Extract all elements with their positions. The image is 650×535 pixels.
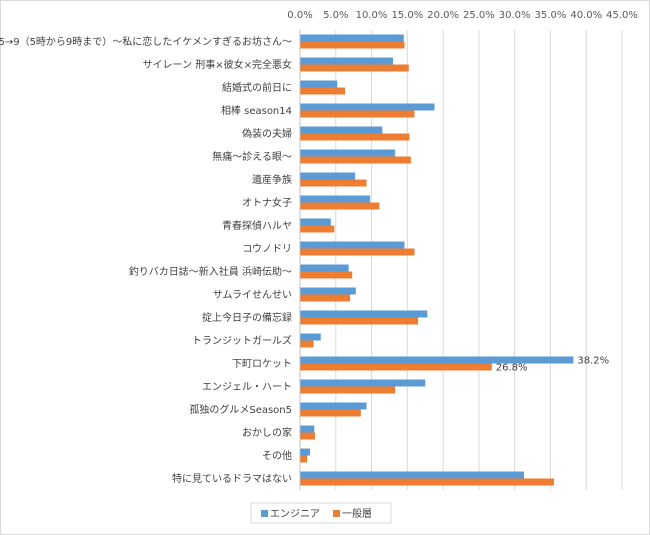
category-label: オトナ女子 [242,196,292,209]
bar-general [300,133,410,141]
bar-engineer [300,287,356,295]
bar-engineer [300,402,367,410]
category-label: 結婚式の前日に [222,81,292,94]
data-labels: 38.2% 26.8% [496,356,609,374]
category-label: 孤独のグルメSeason5 [189,403,292,416]
bar-general [300,156,411,164]
x-tick-label: 35.0% [535,10,567,21]
x-tick-label: 20.0% [427,10,459,21]
bar-general [300,432,316,440]
category-label: エンジェル・ハート [202,382,292,393]
legend-label-engineer: エンジニア [270,509,320,520]
bar-engineer [300,57,394,65]
bar-engineer [300,264,349,272]
bar-general [300,202,380,210]
bar-engineer [300,195,371,203]
bar-engineer [300,103,435,111]
legend-box [250,502,392,524]
data-label: 26.8% [496,363,528,374]
bar-general [300,87,346,95]
bar-general [300,110,415,118]
bar-general [300,386,396,394]
x-tick-label: 5.0% [323,10,348,21]
x-tick-label: 10.0% [356,10,388,21]
category-label: コウノドリ [242,243,292,255]
bar-general [300,455,308,463]
bar-general [300,41,405,49]
bar-engineer [300,471,524,479]
x-tick-label: 40.0% [570,10,602,21]
bar-general [300,478,555,486]
x-tick-label: 0.0% [287,10,312,21]
category-label: 5→9（5時から9時まで）～私に恋したイケメンすぎるお坊さん～ [0,35,292,48]
bar-general [300,248,415,256]
bar-engineer [300,241,405,249]
legend-swatch-engineer [261,510,268,517]
bar-general [300,64,409,72]
bar-general [300,317,419,325]
bar-engineer [300,149,396,157]
bar-general [300,179,367,187]
category-label: 青春探偵ハルヤ [222,219,292,232]
category-labels: 5→9（5時から9時まで）～私に恋したイケメンすぎるお坊さん～ サイレーン 刑事×… [0,35,292,485]
category-label: 掟上今日子の備忘録 [202,311,292,324]
category-label: トランジットガールズ [192,334,292,347]
bars [300,34,574,486]
data-label: 38.2% [577,356,609,367]
bar-general [300,363,492,371]
bar-general [300,340,314,348]
category-label: 釣りバカ日誌～新入社員 浜崎伝助～ [129,265,292,278]
bar-engineer [300,379,426,387]
category-label: 無痛～診える眼～ [212,150,292,163]
category-label: サイレーン 刑事×彼女×完全悪女 [143,58,292,71]
legend-label-general: 一般層 [342,507,372,520]
bar-general [300,294,351,302]
bar-engineer [300,80,338,88]
bar-engineer [300,126,383,134]
x-tick-label: 25.0% [463,10,495,21]
category-label: 下町ロケット [232,358,292,370]
bar-general [300,409,361,417]
x-tick-label: 30.0% [499,10,531,21]
category-label: 相棒 season14 [221,104,292,117]
legend-swatch-general [333,510,340,517]
x-tick-label: 45.0% [606,10,638,21]
bar-engineer [300,448,311,456]
bar-engineer [300,172,356,180]
category-label: その他 [262,449,292,462]
bar-engineer [300,218,331,226]
category-label: おかしの家 [242,426,292,439]
category-label: 特に見ているドラマはない [172,473,292,485]
x-tick-label: 15.0% [391,10,423,21]
category-label: 偽装の夫婦 [242,127,292,140]
bar-engineer [300,425,315,433]
category-label: サムライせんせい [213,289,292,301]
bar-engineer [300,333,321,341]
x-axis-ticks: 0.0% 5.0% 10.0% 15.0% 20.0% 25.0% 30.0% 35.0% 40… [287,10,638,21]
bar-engineer [300,34,404,42]
category-label: 遺産争族 [252,173,292,186]
bar-general [300,271,353,279]
gridlines [335,30,623,490]
legend: エンジニア 一般層 [250,502,392,524]
bar-general [300,225,335,233]
bar-engineer [300,356,574,364]
bar-engineer [300,310,428,318]
